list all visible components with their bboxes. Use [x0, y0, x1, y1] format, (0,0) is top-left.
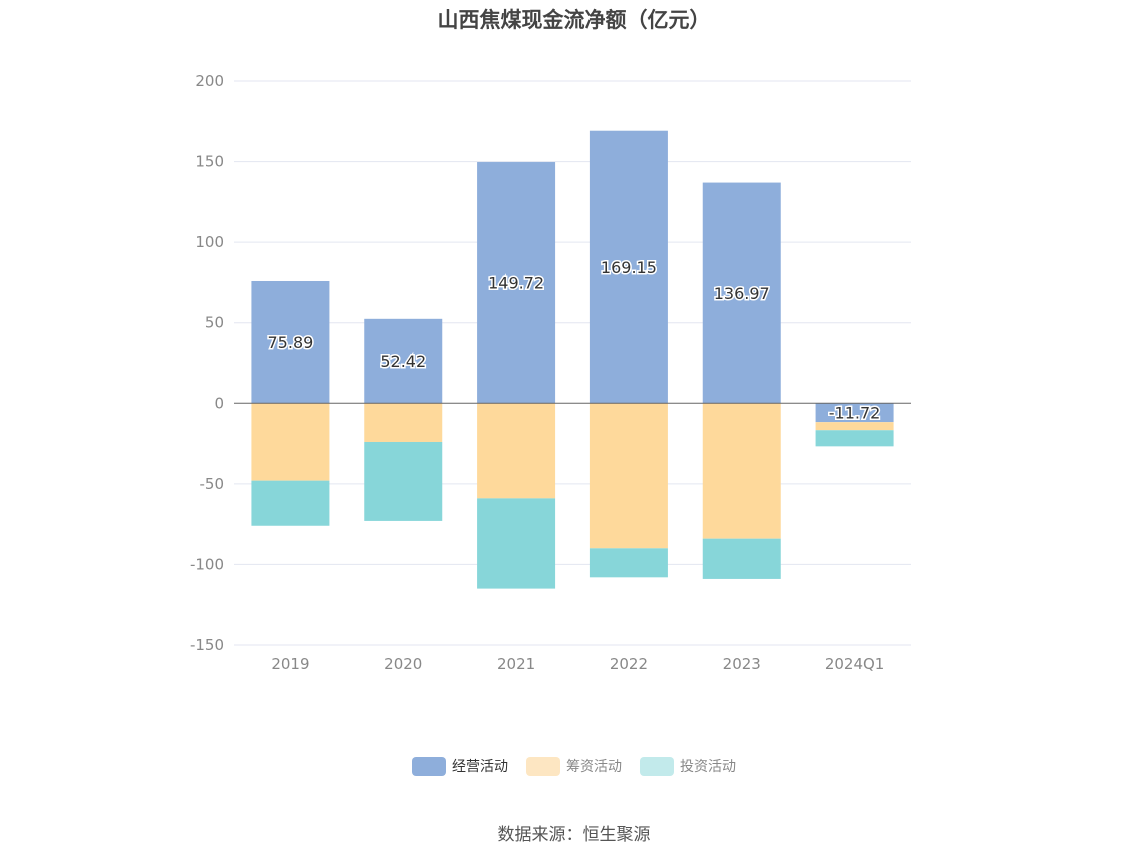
- x-tick-label: 2024Q1: [825, 655, 885, 673]
- y-tick-label: -150: [190, 636, 224, 654]
- y-tick-label: 50: [205, 314, 224, 332]
- y-tick-label: 100: [195, 233, 224, 251]
- x-tick-label: 2020: [384, 655, 422, 673]
- axes: 200 150 100 50 0 -50 -100 -150 2019 2020 2021 2022 2…: [190, 72, 911, 673]
- bar-2023-series-0: [702, 182, 781, 404]
- y-tick-label: -50: [200, 475, 225, 493]
- data-source-note: 数据来源：恒生聚源: [497, 825, 651, 845]
- bars: [251, 130, 894, 589]
- data-label-2022: 169.15: [601, 258, 657, 277]
- legend-label-operating: 经营活动: [452, 759, 508, 775]
- bar-2019-series-0: [251, 280, 330, 404]
- bar-2019-series-1: [251, 403, 330, 481]
- legend-item-financing[interactable]: 筹资活动: [526, 756, 622, 776]
- bar-2021-series-2: [477, 498, 556, 589]
- data-label-2020: 52.42: [380, 352, 426, 371]
- y-tick-label: 200: [195, 72, 224, 90]
- x-tick-label: 2023: [723, 655, 761, 673]
- data-label-2019: 75.89: [268, 333, 314, 352]
- bar-2020-series-0: [364, 318, 443, 404]
- legend-label-financing: 筹资活动: [566, 759, 622, 775]
- bar-2024Q1-series-1: [815, 422, 894, 431]
- bar-2023-series-2: [702, 538, 781, 579]
- bar-2020-series-2: [364, 441, 443, 521]
- legend: 经营活动 筹资活动 投资活动: [0, 756, 1148, 776]
- legend-item-investing[interactable]: 投资活动: [640, 756, 736, 776]
- bar-2023-series-1: [702, 403, 781, 539]
- bar-2020-series-1: [364, 403, 443, 442]
- x-tick-label: 2019: [271, 655, 309, 673]
- data-label-2021: 149.72: [488, 274, 544, 293]
- bar-2021-series-1: [477, 403, 556, 499]
- bar-2021-series-0: [477, 162, 556, 404]
- data-labels: 75.89 52.42 149.72 169.15 136.97 -11.72: [266, 256, 882, 424]
- x-tick-label: 2022: [610, 655, 648, 673]
- legend-swatch-operating: [412, 756, 446, 776]
- y-tick-label: 150: [195, 153, 224, 171]
- bar-2022-series-1: [589, 403, 668, 549]
- x-tick-label: 2021: [497, 655, 535, 673]
- grid-lines: [234, 80, 911, 646]
- data-label-2023: 136.97: [714, 284, 770, 303]
- chart-title: 山西焦煤现金流净额（亿元）: [437, 8, 711, 32]
- bar-2022-series-2: [589, 548, 668, 578]
- bar-2024Q1-series-2: [815, 430, 894, 447]
- bar-2022-series-0: [589, 130, 668, 404]
- bar-2024Q1-series-0: [815, 403, 894, 423]
- stacked-bar-chart: 200 150 100 50 0 -50 -100 -150 2019 2020 2021 2022 2…: [190, 72, 911, 673]
- legend-swatch-financing: [526, 756, 560, 776]
- legend-swatch-investing: [640, 756, 674, 776]
- legend-item-operating[interactable]: 经营活动: [412, 756, 508, 776]
- y-tick-label: -100: [190, 555, 224, 573]
- data-label-2024Q1: -11.72: [829, 404, 881, 423]
- legend-label-investing: 投资活动: [680, 759, 736, 775]
- y-tick-label: 0: [214, 394, 224, 412]
- bar-2019-series-2: [251, 480, 330, 526]
